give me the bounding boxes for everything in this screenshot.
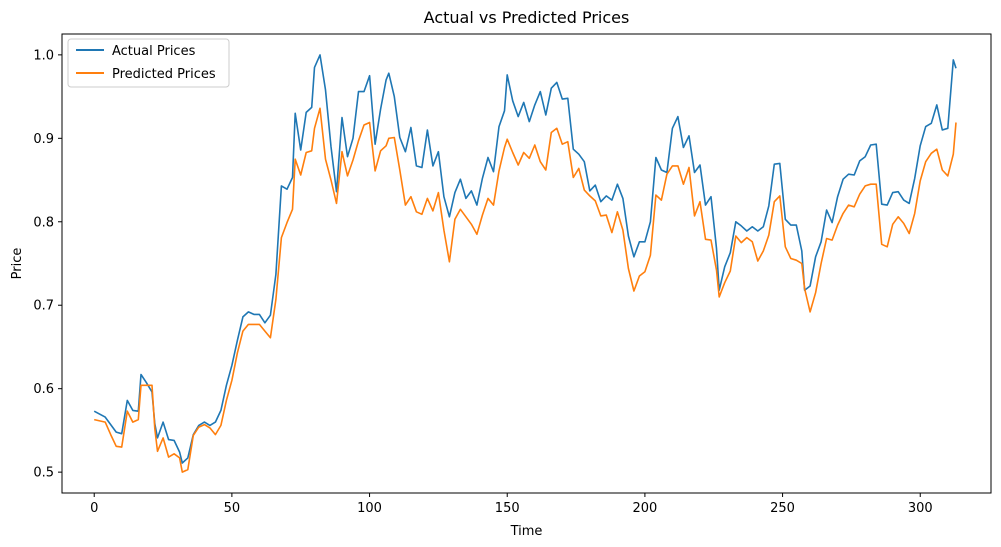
- x-tick-label: 100: [357, 501, 382, 516]
- series-layer: [93, 54, 957, 473]
- legend-label-actual-prices: Actual Prices: [112, 44, 196, 59]
- y-axis: 0.5 0.6 0.7 0.8 0.9 1.0: [33, 48, 62, 481]
- x-tick-label: 150: [495, 501, 520, 516]
- plot-area-frame: [61, 33, 992, 494]
- series-line-predicted-prices: [94, 107, 957, 473]
- x-tick-label: 300: [908, 501, 933, 516]
- legend: Actual Prices Predicted Prices: [67, 38, 230, 88]
- y-tick-label: 1.0: [33, 48, 54, 63]
- legend-label-predicted-prices: Predicted Prices: [112, 67, 216, 82]
- y-tick-label: 0.7: [33, 299, 54, 314]
- x-tick-label: 200: [632, 501, 657, 516]
- x-tick-label: 250: [770, 501, 795, 516]
- y-tick-label: 0.5: [33, 466, 54, 481]
- x-tick-label: 50: [224, 501, 241, 516]
- x-axis: 0 50 100 150 200 250 300: [90, 493, 933, 516]
- y-tick-label: 0.9: [33, 132, 54, 147]
- legend-box: [67, 38, 230, 88]
- y-tick-label: 0.6: [33, 382, 54, 397]
- y-tick-label: 0.8: [33, 215, 54, 230]
- x-tick-label: 0: [90, 501, 98, 516]
- x-axis-label: Time: [510, 524, 543, 539]
- y-axis-label: Price: [10, 248, 25, 280]
- series-line-actual-prices: [93, 54, 957, 464]
- chart-title: Actual vs Predicted Prices: [424, 8, 630, 27]
